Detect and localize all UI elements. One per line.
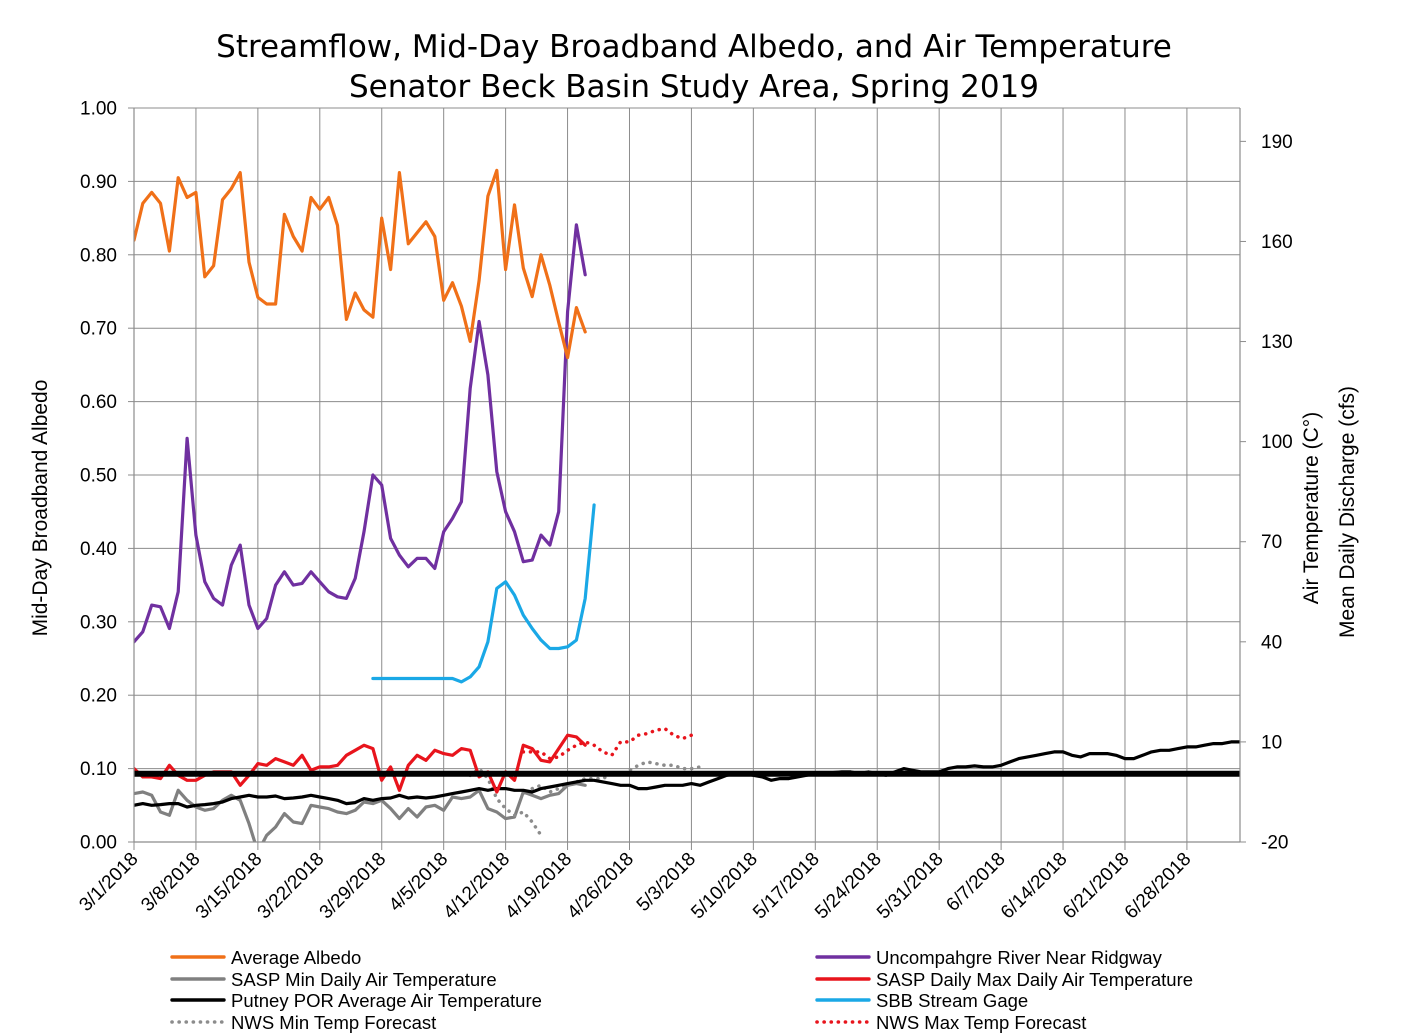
legend-label: SASP Min Daily Air Temperature (231, 969, 497, 990)
legend-label: NWS Min Temp Forecast (231, 1012, 436, 1033)
legend-item: SASP Min Daily Air Temperature (170, 969, 497, 990)
x-tick-label: 6/28/2018 (1121, 849, 1196, 924)
y-left-tick-label: 1.00 (80, 99, 117, 120)
x-ticks: 3/1/20183/8/20183/15/20183/22/20183/29/2… (75, 842, 1195, 923)
x-tick-label: 3/1/2018 (75, 849, 142, 916)
series-line-sbb-stream-gage (371, 503, 596, 684)
legend-label: SBB Stream Gage (876, 990, 1028, 1011)
grid-horizontal (134, 107, 1240, 843)
x-tick-label: 5/10/2018 (687, 849, 762, 924)
y-right-tick-label: 100 (1261, 432, 1293, 453)
legend-label: Uncompahgre River Near Ridgway (876, 947, 1163, 968)
y-right-tick-label: 40 (1261, 632, 1282, 653)
y-left-tick-label: 0.30 (80, 612, 117, 633)
legend-label: SASP Daily Max Daily Air Temperature (876, 969, 1193, 990)
y-right-tick-label: 190 (1261, 132, 1293, 153)
y-right-axis-label-discharge: Mean Daily Discharge (cfs) (1336, 386, 1359, 638)
x-tick-label: 4/26/2018 (563, 849, 638, 924)
x-tick-label: 5/24/2018 (811, 849, 886, 924)
legend: Average Albedo Uncompahgre River Near Rid… (170, 947, 1193, 1033)
series-line-average-albedo (134, 168, 587, 360)
legend-item: NWS Max Temp Forecast (815, 1012, 1086, 1033)
series-line-putney-por-average-air-temperature (134, 740, 1240, 809)
legend-item: Putney POR Average Air Temperature (170, 990, 542, 1011)
y-left-axis-label: Mid-Day Broadband Albedo (29, 380, 52, 637)
series-line-sasp-daily-max-daily-air-temperature (134, 733, 587, 794)
y-left-tick-label: 0.10 (80, 759, 117, 780)
plot-area (134, 168, 1240, 842)
x-tick-label: 3/22/2018 (254, 849, 329, 924)
x-tick-label: 3/29/2018 (316, 849, 391, 924)
y-right-ticks: -20 10 40 70 100 130 160 190 (1240, 132, 1293, 854)
x-tick-label: 6/21/2018 (1059, 849, 1134, 924)
series-layer (134, 168, 1240, 842)
y-right-tick-label: 70 (1261, 532, 1282, 553)
y-left-tick-label: 0.20 (80, 686, 117, 707)
x-tick-label: 4/12/2018 (440, 849, 515, 924)
x-tick-label: 3/15/2018 (192, 849, 267, 924)
y-right-axis-label-temperature: Air Temperature (C°) (1300, 412, 1323, 604)
legend-item: Average Albedo (170, 947, 361, 968)
legend-label: Average Albedo (231, 947, 361, 968)
series-line-uncompahgre-river-near-ridgway (134, 223, 587, 644)
y-right-tick-label: 10 (1261, 732, 1282, 753)
legend-item: NWS Min Temp Forecast (170, 1012, 436, 1033)
y-right-tick-label: 130 (1261, 332, 1293, 353)
y-left-tick-label: 0.00 (80, 833, 117, 854)
legend-item: Uncompahgre River Near Ridgway (815, 947, 1163, 968)
x-tick-label: 5/17/2018 (749, 849, 824, 924)
y-left-tick-label: 0.90 (80, 172, 117, 193)
series-line-nws-min-temp-forecast (530, 760, 703, 794)
legend-item: SASP Daily Max Daily Air Temperature (815, 969, 1193, 990)
y-left-tick-label: 0.50 (80, 466, 117, 487)
y-left-ticks: 0.00 0.10 0.20 0.30 0.40 0.50 0.60 0.70 0.80 0.90… (80, 99, 134, 854)
y-left-tick-label: 0.70 (80, 319, 117, 340)
y-left-tick-label: 0.40 (80, 539, 117, 560)
x-tick-label: 4/19/2018 (501, 849, 576, 924)
chart-title: Streamflow, Mid-Day Broadband Albedo, an… (216, 29, 1172, 65)
y-right-tick-label: 160 (1261, 232, 1293, 253)
series-line-nws-max-temp-forecast (521, 726, 694, 761)
legend-label: Putney POR Average Air Temperature (231, 990, 542, 1011)
legend-label: NWS Max Temp Forecast (876, 1012, 1086, 1033)
x-tick-label: 5/31/2018 (873, 849, 948, 924)
chart-subtitle: Senator Beck Basin Study Area, Spring 20… (349, 69, 1039, 105)
y-right-tick-label: -20 (1261, 833, 1288, 854)
y-left-tick-label: 0.80 (80, 245, 117, 266)
legend-item: SBB Stream Gage (815, 990, 1028, 1011)
series-line-sasp-min-daily-air-temperature (134, 781, 587, 842)
y-left-tick-label: 0.60 (80, 392, 117, 413)
x-tick-label: 6/14/2018 (997, 849, 1072, 924)
